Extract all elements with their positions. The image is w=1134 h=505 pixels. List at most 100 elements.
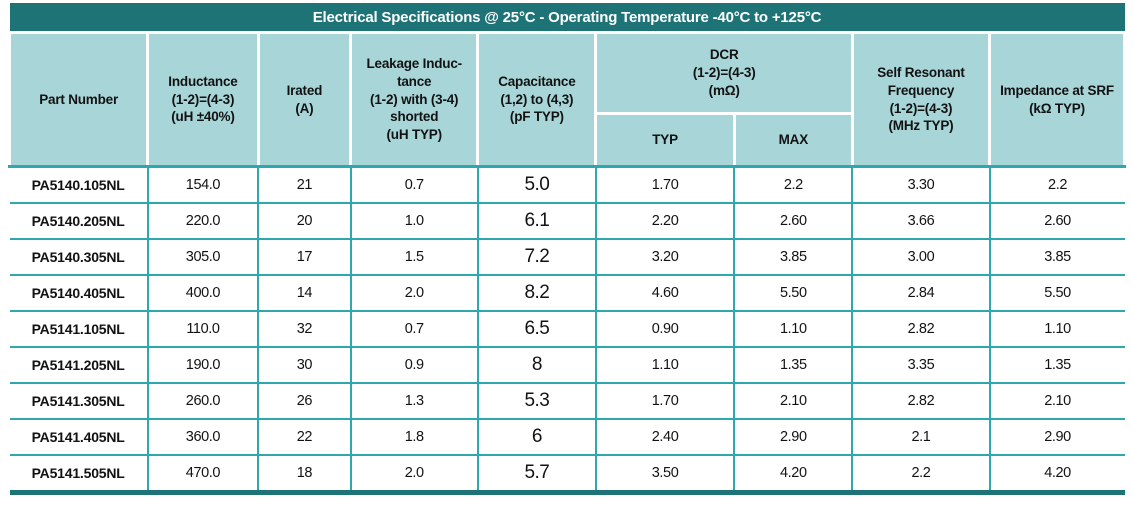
cell-irated: 14 (257, 274, 352, 312)
cell-inductance: 400.0 (146, 274, 260, 312)
cell-dcr-max: 2.60 (733, 202, 854, 240)
cell-srf: 2.2 (851, 454, 991, 495)
cell-part-number: PA5140.305NL (9, 238, 149, 276)
cell-irated: 18 (257, 454, 352, 495)
col-header-capacitance: Capacitance (1,2) to (4,3) (pF TYP) (476, 31, 598, 168)
cell-srf: 3.00 (851, 238, 991, 276)
cell-dcr-typ: 0.90 (594, 310, 736, 348)
cell-leakage: 1.0 (349, 202, 479, 240)
cell-dcr-typ: 1.70 (594, 382, 736, 420)
cell-part-number: PA5140.405NL (9, 274, 149, 312)
cell-dcr-max: 1.35 (733, 346, 854, 384)
cell-part-number: PA5140.205NL (9, 202, 149, 240)
cell-inductance: 305.0 (146, 238, 260, 276)
col-header-leakage-inductance: Leakage Induc- tance (1-2) with (3-4) sh… (349, 31, 480, 168)
cell-inductance: 110.0 (146, 310, 260, 348)
cell-inductance: 360.0 (146, 418, 260, 456)
cell-leakage: 0.7 (349, 310, 479, 348)
cell-impedance: 2.90 (988, 418, 1125, 456)
cell-irated: 30 (257, 346, 352, 384)
cell-dcr-typ: 4.60 (594, 274, 736, 312)
cell-capacitance: 5.7 (476, 454, 597, 495)
cell-irated: 20 (257, 202, 352, 240)
cell-impedance: 2.60 (988, 202, 1125, 240)
cell-dcr-max: 3.85 (733, 238, 854, 276)
cell-inductance: 470.0 (146, 454, 260, 495)
cell-dcr-max: 2.90 (733, 418, 854, 456)
cell-capacitance: 7.2 (476, 238, 597, 276)
cell-dcr-typ: 2.20 (594, 202, 736, 240)
cell-srf: 2.82 (851, 382, 991, 420)
cell-impedance: 5.50 (988, 274, 1125, 312)
col-header-dcr-max: MAX (732, 112, 854, 168)
col-header-impedance-at-srf: Impedance at SRF (kΩ TYP) (988, 31, 1126, 168)
header-row-main: Part Number Inductance (1-2)=(4-3) (uH ±… (7, 31, 1126, 168)
cell-srf: 3.35 (851, 346, 991, 384)
cell-dcr-max: 4.20 (733, 454, 854, 495)
col-header-inductance: Inductance (1-2)=(4-3) (uH ±40%) (146, 31, 260, 168)
table-row: PA5140.405NL 400.0 14 2.0 8.2 4.60 5.50 … (9, 274, 1125, 312)
table-row: PA5141.205NL 190.0 30 0.9 8 1.10 1.35 3.… (9, 346, 1125, 384)
table-row: PA5140.305NL 305.0 17 1.5 7.2 3.20 3.85 … (9, 238, 1125, 276)
cell-impedance: 4.20 (988, 454, 1125, 495)
header-row-sub: TYP MAX (10, 112, 1125, 168)
cell-part-number: PA5140.105NL (9, 165, 149, 204)
cell-part-number: PA5141.305NL (9, 382, 149, 420)
cell-part-number: PA5141.405NL (9, 418, 149, 456)
cell-srf: 2.82 (851, 310, 991, 348)
cell-capacitance: 6 (476, 418, 597, 456)
cell-dcr-typ: 3.20 (594, 238, 736, 276)
col-header-dcr-typ: TYP (594, 112, 736, 168)
cell-leakage: 2.0 (349, 274, 479, 312)
cell-capacitance: 6.1 (476, 202, 597, 240)
cell-dcr-max: 2.2 (733, 165, 854, 204)
cell-dcr-max: 2.10 (733, 382, 854, 420)
electrical-specifications-table: Electrical Specifications @ 25°C - Opera… (7, 3, 1126, 495)
cell-impedance: 2.2 (988, 165, 1125, 204)
cell-impedance: 1.35 (988, 346, 1125, 384)
cell-capacitance: 5.0 (476, 165, 597, 204)
cell-inductance: 220.0 (146, 202, 260, 240)
table-row: PA5141.505NL 470.0 18 2.0 5.7 3.50 4.20 … (9, 454, 1125, 495)
col-header-part-number: Part Number (7, 31, 150, 168)
cell-leakage: 0.9 (349, 346, 479, 384)
cell-capacitance: 5.3 (476, 382, 597, 420)
cell-dcr-max: 1.10 (733, 310, 854, 348)
cell-impedance: 1.10 (988, 310, 1125, 348)
cell-inductance: 190.0 (146, 346, 260, 384)
cell-part-number: PA5141.505NL (9, 454, 149, 495)
cell-irated: 21 (257, 165, 352, 204)
cell-leakage: 1.8 (349, 418, 479, 456)
cell-leakage: 2.0 (349, 454, 479, 495)
table-row: PA5140.205NL 220.0 20 1.0 6.1 2.20 2.60 … (9, 202, 1125, 240)
col-header-irated: Irated (A) (256, 31, 353, 168)
cell-capacitance: 6.5 (476, 310, 597, 348)
cell-irated: 22 (257, 418, 352, 456)
cell-srf: 2.84 (851, 274, 991, 312)
cell-impedance: 2.10 (988, 382, 1125, 420)
table-title: Electrical Specifications @ 25°C - Opera… (9, 3, 1125, 33)
cell-dcr-max: 5.50 (733, 274, 854, 312)
cell-dcr-typ: 1.10 (594, 346, 736, 384)
cell-part-number: PA5141.105NL (9, 310, 149, 348)
cell-inductance: 260.0 (146, 382, 260, 420)
table-row: PA5141.105NL 110.0 32 0.7 6.5 0.90 1.10 … (9, 310, 1125, 348)
cell-leakage: 0.7 (349, 165, 479, 204)
cell-capacitance: 8.2 (476, 274, 597, 312)
cell-leakage: 1.3 (349, 382, 479, 420)
cell-dcr-typ: 3.50 (594, 454, 736, 495)
cell-impedance: 3.85 (988, 238, 1125, 276)
cell-inductance: 154.0 (146, 165, 260, 204)
cell-capacitance: 8 (476, 346, 597, 384)
cell-part-number: PA5141.205NL (9, 346, 149, 384)
table-title-row: Electrical Specifications @ 25°C - Opera… (9, 3, 1125, 33)
cell-leakage: 1.5 (349, 238, 479, 276)
col-header-self-resonant-frequency: Self Resonant Frequency (1-2)=(4-3) (MHz… (850, 31, 992, 168)
table-row: PA5141.305NL 260.0 26 1.3 5.3 1.70 2.10 … (9, 382, 1125, 420)
cell-srf: 3.66 (851, 202, 991, 240)
cell-irated: 17 (257, 238, 352, 276)
cell-irated: 32 (257, 310, 352, 348)
col-header-dcr-group: DCR (1-2)=(4-3) (mΩ) (594, 31, 854, 115)
cell-srf: 2.1 (851, 418, 991, 456)
